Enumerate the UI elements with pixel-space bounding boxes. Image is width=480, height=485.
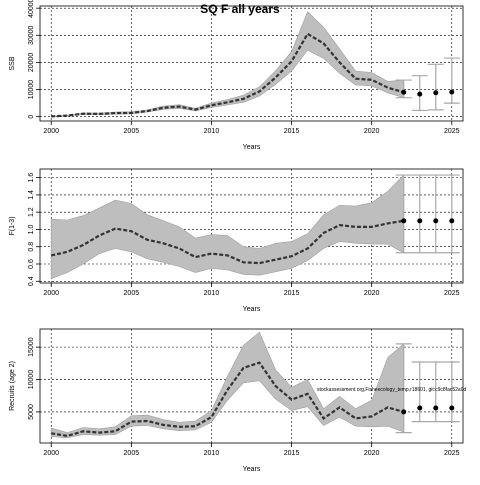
estimate-line xyxy=(51,361,404,438)
y-tick-label: 40000 xyxy=(28,0,35,18)
x-tick-label: 2020 xyxy=(364,290,380,297)
plot-frame xyxy=(39,328,464,444)
forecast-point xyxy=(417,91,423,97)
x-axis-label: Years xyxy=(243,466,261,473)
annotation-text: stockassessment.org,Fisheecology_temp,r1… xyxy=(317,387,466,393)
y-tick-label: 0 xyxy=(28,115,35,119)
forecast-point xyxy=(433,218,439,224)
forecast-point xyxy=(401,89,407,95)
forecast-point xyxy=(433,405,439,411)
x-tick-label: 2010 xyxy=(204,128,220,135)
x-tick-label: 2005 xyxy=(124,128,140,135)
y-tick-label: 10000 xyxy=(28,370,35,390)
y-tick-label: 1.6 xyxy=(28,173,35,183)
estimate-line xyxy=(51,32,405,118)
x-tick-label: 2000 xyxy=(43,450,59,457)
y-tick-label: 0.4 xyxy=(28,276,35,286)
x-tick-label: 2010 xyxy=(204,290,220,297)
chart-panel-1: 2000 2005 2010 2015 2020 2025 0 10000 20000 30000… xyxy=(9,0,464,151)
forecast-point xyxy=(401,409,407,415)
forecast-point xyxy=(417,405,423,411)
x-tick-label: 2005 xyxy=(124,450,140,457)
chart-panel-2: 2000 2005 2010 2015 2020 2025 0.4 0.6 0.8 1.0 1.2 1… xyxy=(9,168,464,313)
x-tick-label: 2015 xyxy=(284,450,300,457)
forecast-point xyxy=(449,218,455,224)
x-tick-label: 2025 xyxy=(444,450,460,457)
y-tick-label: 30000 xyxy=(28,25,35,45)
x-tick-label: 2015 xyxy=(284,128,300,135)
forecast-point xyxy=(449,89,455,95)
x-tick-label: 2010 xyxy=(204,450,220,457)
y-axis-label: Recruits (age 2) xyxy=(9,361,16,411)
y-tick-label: 1.0 xyxy=(28,224,35,234)
chart-title: SQ F all years xyxy=(200,2,280,16)
x-tick-label: 2015 xyxy=(284,290,300,297)
y-axis-label: SSB xyxy=(9,56,16,70)
plot-frame xyxy=(39,168,464,284)
y-tick-label: 10000 xyxy=(28,80,35,100)
x-axis-label: Years xyxy=(243,144,261,151)
forecast-point xyxy=(433,90,439,96)
plot-frame xyxy=(39,5,464,122)
y-tick-label: 15000 xyxy=(28,337,35,357)
forecast-point xyxy=(401,218,407,224)
y-tick-label: 1.4 xyxy=(28,190,35,200)
x-tick-label: 2000 xyxy=(43,128,59,135)
x-tick-label: 2005 xyxy=(124,290,140,297)
y-tick-label: 1.2 xyxy=(28,207,35,217)
chart-panel-3: 2000 2005 2010 2015 2020 2025 5000 10000 15000 Ye… xyxy=(9,328,464,473)
estimate-line xyxy=(50,219,404,265)
x-tick-label: 2020 xyxy=(364,450,380,457)
y-tick-label: 20000 xyxy=(28,53,35,73)
forecast-point xyxy=(449,405,455,411)
y-axis-label: F(1-3) xyxy=(9,216,16,235)
y-tick-label: 5000 xyxy=(28,404,35,420)
forecast-point xyxy=(417,218,423,224)
x-tick-label: 2000 xyxy=(43,290,59,297)
x-axis-label: Years xyxy=(243,306,261,313)
x-tick-label: 2025 xyxy=(444,290,460,297)
x-tick-label: 2020 xyxy=(364,128,380,135)
x-tick-label: 2025 xyxy=(444,128,460,135)
y-tick-label: 0.8 xyxy=(28,242,35,252)
y-tick-label: 0.6 xyxy=(28,259,35,269)
